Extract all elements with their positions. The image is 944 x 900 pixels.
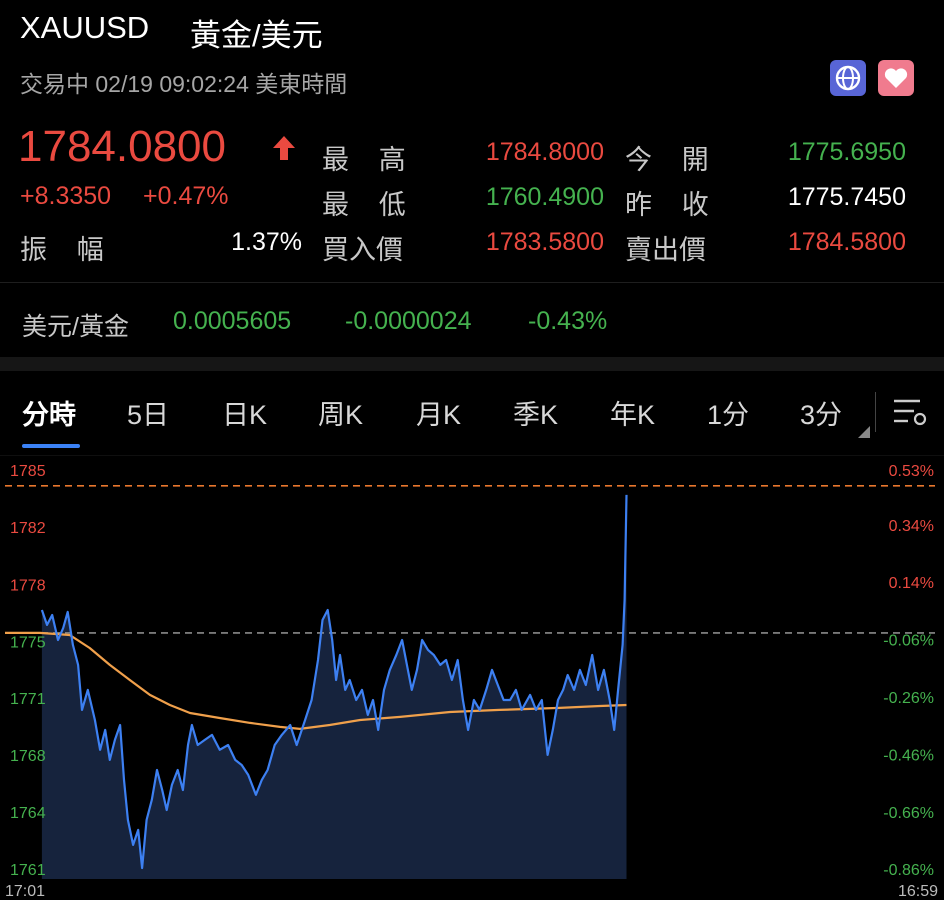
tab[interactable]: 3分: [800, 400, 843, 430]
y2-tick-label: -0.26%: [883, 690, 934, 707]
tab[interactable]: 月K: [416, 400, 462, 430]
symbol: XAUUSD: [20, 10, 150, 45]
tab[interactable]: 5日: [127, 400, 170, 430]
change-pct: +0.47%: [143, 182, 229, 210]
prev-close-value: 1775.7450: [787, 183, 906, 211]
price-line: [5, 631, 627, 730]
up-arrow: [273, 136, 295, 160]
bid-label: 買入價: [322, 235, 403, 265]
x-tick-label: 17:01: [5, 883, 45, 900]
change: +8.3350: [20, 182, 112, 210]
y-tick-label: 1775: [10, 634, 46, 651]
y-tick-label: 1771: [10, 691, 46, 708]
divider: [0, 282, 944, 283]
y2-tick-label: -0.46%: [883, 747, 934, 764]
section-gap: [0, 357, 944, 371]
cross-value: 0.0005605: [173, 307, 292, 335]
y2-tick-label: -0.86%: [883, 862, 934, 879]
ask-label: 賣出價: [625, 235, 706, 265]
status: 交易中 02/19 09:02:24 美東時間: [20, 71, 348, 97]
y2-tick-label: 0.14%: [889, 575, 934, 592]
y-tick-label: 1785: [10, 463, 46, 480]
y-tick-label: 1768: [10, 748, 46, 765]
low-value: 1760.4900: [485, 183, 604, 211]
globe-button[interactable]: [830, 60, 866, 96]
high-value: 1784.8000: [485, 138, 604, 166]
price-line: [40, 494, 628, 870]
tab-underline: [22, 444, 80, 448]
tab[interactable]: 1分: [707, 400, 750, 430]
heart-icon: [884, 68, 908, 88]
y-tick-label: 1778: [10, 577, 46, 594]
globe-icon: [835, 65, 861, 91]
prev-close-label: 昨收: [625, 190, 739, 220]
cross-change-pct: -0.43%: [528, 307, 608, 335]
y2-tick-label: -0.06%: [883, 633, 934, 650]
open-value: 1775.6950: [787, 138, 906, 166]
favorite-button[interactable]: [878, 60, 914, 96]
tab[interactable]: 年K: [610, 400, 656, 430]
high-label: 最高: [322, 145, 436, 175]
tab[interactable]: 分時: [22, 400, 76, 430]
instrument-name: 黃金/美元: [190, 18, 323, 53]
price: 1784.0800: [18, 122, 226, 171]
chart: 1785 1782 1778 1775 1771 1768 1764 1761 0.53% 0.3…: [0, 455, 944, 900]
tab[interactable]: 周K: [318, 400, 364, 430]
amplitude-label: 振幅: [20, 235, 134, 265]
y-tick-label: 1782: [10, 520, 46, 537]
x-tick-label: 16:59: [898, 883, 938, 900]
tab-separator: [875, 392, 876, 432]
y2-tick-label: -0.66%: [883, 805, 934, 822]
price-area: [41, 494, 627, 879]
cross-change: -0.0000024: [345, 307, 472, 335]
y2-tick-label: 0.53%: [889, 463, 934, 480]
bid-value: 1783.5800: [485, 228, 604, 256]
dropdown-marker: [858, 426, 870, 438]
amplitude-value: 1.37%: [231, 228, 302, 256]
settings-button[interactable]: [890, 395, 930, 431]
y-tick-label: 1761: [10, 862, 46, 879]
open-label: 今開: [625, 145, 739, 175]
low-label: 最低: [322, 190, 436, 220]
cross-pair: 美元/黃金: [22, 313, 129, 341]
tab[interactable]: 季K: [513, 400, 559, 430]
ask-value: 1784.5800: [787, 228, 906, 256]
y2-tick-label: 0.34%: [889, 518, 934, 535]
y-tick-label: 1764: [10, 805, 46, 822]
tab[interactable]: 日K: [222, 400, 268, 430]
